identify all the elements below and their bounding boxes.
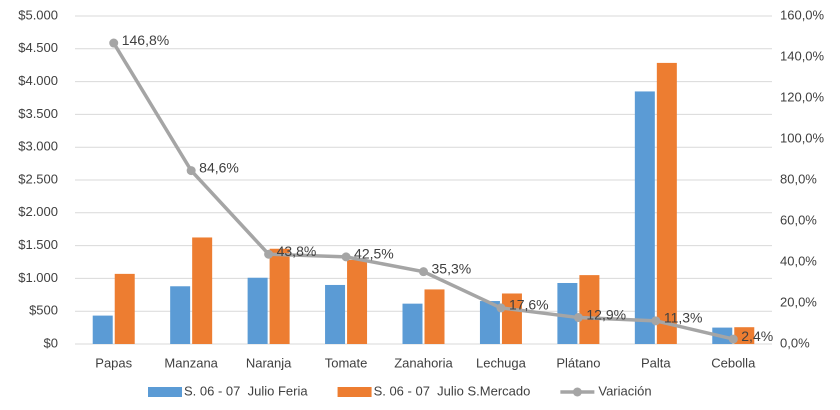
bar	[114, 273, 135, 344]
y-tick-label: $1.000	[18, 270, 58, 285]
data-label: 42,5%	[354, 246, 394, 262]
legend-swatch-marker	[572, 387, 582, 397]
line-marker	[496, 303, 506, 313]
data-label: 35,3%	[432, 260, 472, 276]
bar	[325, 284, 346, 344]
x-tick-label: Lechuga	[476, 355, 527, 370]
x-tick-label: Papas	[95, 355, 132, 370]
line-marker	[186, 166, 196, 176]
bar	[269, 248, 290, 344]
bar	[734, 327, 755, 344]
bar	[170, 286, 191, 344]
y-tick-label: $3.500	[18, 106, 58, 121]
bar	[634, 91, 655, 344]
data-label: 11,3%	[664, 310, 703, 326]
legend-label: S. 06 - 07 Julio S.Mercado	[374, 383, 531, 398]
y2-tick-label: 140,0%	[780, 48, 825, 63]
y2-tick-label: 100,0%	[780, 130, 825, 145]
y-tick-label: $500	[29, 303, 58, 318]
data-label: 43,8%	[277, 243, 317, 259]
x-tick-label: Cebolla	[711, 355, 756, 370]
legend-label: S. 06 - 07 Julio Feria	[184, 383, 308, 398]
x-tick-label: Zanahoria	[394, 355, 453, 370]
line-marker	[651, 316, 661, 326]
y2-tick-label: 160,0%	[780, 7, 825, 22]
y2-tick-label: 0,0%	[780, 335, 810, 350]
y-tick-label: $2.500	[18, 171, 58, 186]
y-tick-label: $0	[44, 335, 58, 350]
line-marker	[419, 267, 428, 277]
bar	[247, 277, 268, 344]
line-marker	[109, 38, 119, 48]
bar	[192, 237, 213, 344]
x-tick-label: Tomate	[325, 355, 368, 370]
y-tick-label: $2.000	[18, 204, 58, 219]
line-marker	[341, 252, 351, 262]
y2-tick-label: 80,0%	[780, 171, 817, 186]
y-tick-label: $4.500	[18, 40, 58, 55]
x-tick-label: Palta	[641, 355, 671, 370]
legend-swatch	[148, 387, 182, 397]
y2-tick-label: 40,0%	[780, 253, 817, 268]
bar	[479, 301, 500, 344]
x-tick-label: Naranja	[246, 355, 292, 370]
x-tick-label: Plátano	[556, 355, 600, 370]
y2-tick-label: 60,0%	[780, 212, 817, 227]
data-label: 84,6%	[199, 159, 239, 175]
bar	[579, 275, 600, 344]
bar	[424, 289, 445, 344]
y-tick-label: $1.500	[18, 237, 58, 252]
y-tick-label: $3.000	[18, 139, 58, 154]
data-label: 146,8%	[122, 32, 169, 48]
y2-tick-label: 120,0%	[780, 89, 825, 104]
data-label: 2,4%	[741, 328, 773, 344]
line-marker	[264, 249, 274, 259]
bar	[347, 259, 368, 344]
legend-swatch	[337, 387, 372, 397]
bar	[501, 293, 522, 344]
bar	[656, 62, 677, 345]
line-marker	[728, 334, 738, 344]
y-tick-label: $4.000	[18, 73, 58, 88]
y2-tick-label: 20,0%	[780, 294, 817, 309]
data-label: 17,6%	[509, 297, 549, 313]
bar	[402, 303, 423, 344]
y-tick-label: $5.000	[18, 7, 58, 22]
bar	[557, 282, 578, 344]
legend-label: Variación	[598, 383, 651, 398]
x-tick-label: Manzana	[164, 355, 218, 370]
bar	[92, 315, 113, 344]
data-label: 12,9%	[586, 306, 626, 322]
line-marker	[573, 313, 583, 323]
